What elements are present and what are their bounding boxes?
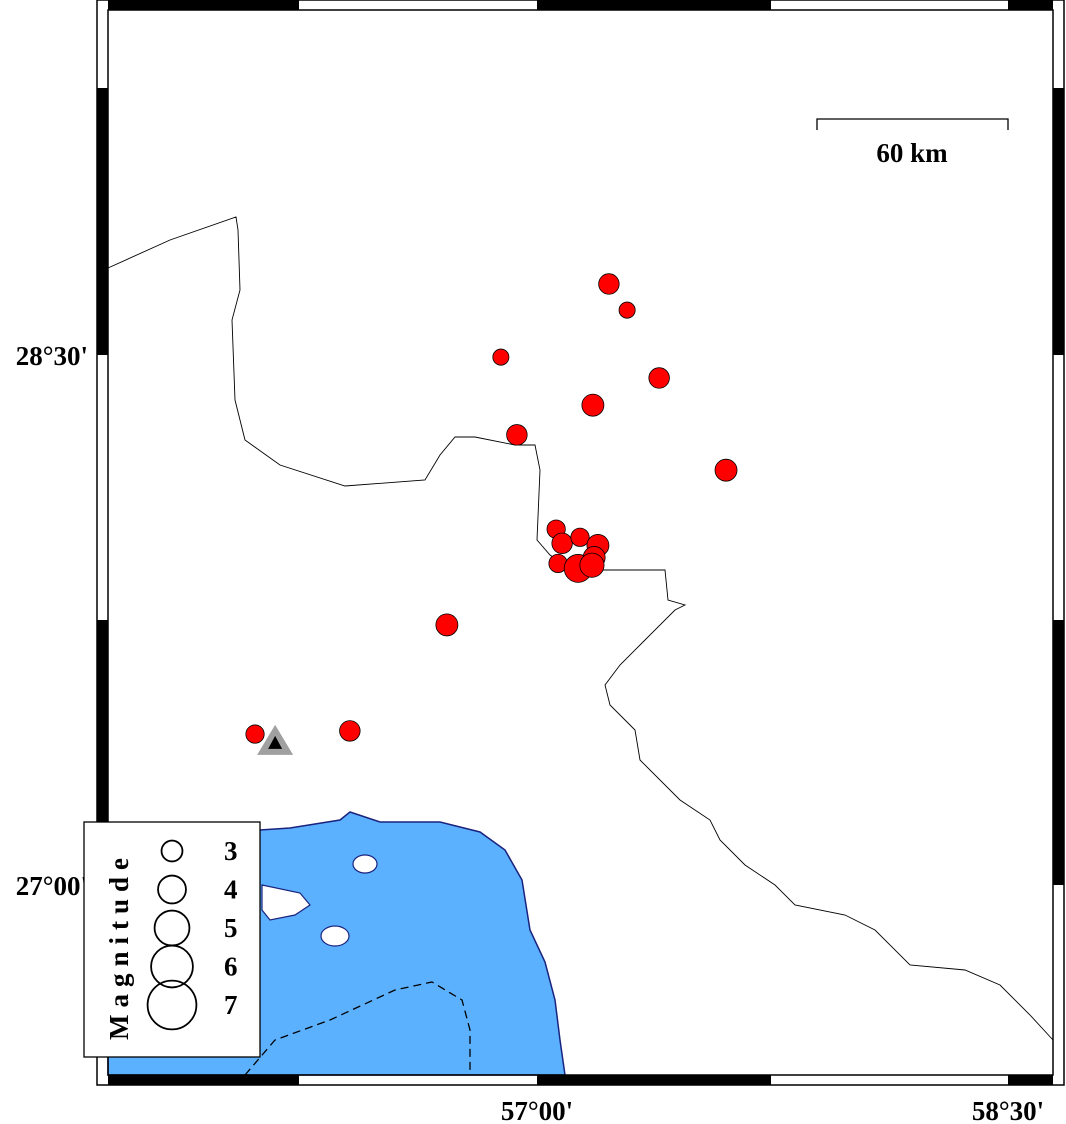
legend-label: 5 (224, 913, 238, 943)
province-border (107, 216, 1054, 1041)
lat-label: 27°00' (16, 871, 88, 901)
earthquake-event (714, 458, 738, 482)
legend-title: Magnitude (104, 851, 134, 1040)
island (352, 854, 378, 874)
lat-label: 28°30' (16, 341, 88, 371)
station-icon (257, 724, 294, 755)
earthquake-event (506, 424, 528, 446)
events-layer (245, 273, 738, 744)
lon-label: 57°00' (501, 1096, 573, 1124)
legend-label: 7 (224, 990, 238, 1020)
earthquake-event (579, 552, 605, 578)
earthquake-event (570, 527, 590, 547)
legend-circle (160, 839, 184, 863)
earthquake-event (435, 613, 459, 637)
legend-label: 6 (224, 952, 238, 982)
map-frame (96, 0, 1065, 1086)
legend-label: 3 (224, 836, 238, 866)
legend-label: 4 (224, 875, 238, 905)
magnitude-legend: Magnitude 3 4 5 6 7 (83, 821, 261, 1058)
island (320, 925, 350, 947)
scale-bar-label: 60 km (876, 138, 948, 168)
legend-circle (146, 979, 198, 1031)
earthquake-event (598, 273, 620, 295)
earthquake-event (618, 301, 636, 319)
peninsula (261, 884, 311, 921)
station-triangle (268, 735, 283, 749)
legend-circle (157, 874, 187, 905)
earthquake-event (551, 532, 573, 554)
lon-label: 58°30' (972, 1096, 1044, 1124)
legend-circle (150, 944, 194, 989)
earthquake-event (245, 724, 265, 744)
earthquake-event (581, 393, 605, 417)
maritime-boundary (244, 981, 471, 1076)
earthquake-event (339, 720, 361, 742)
earthquake-event (492, 348, 510, 366)
scale-bar: 60 km (816, 118, 1009, 168)
earthquake-event (648, 367, 670, 389)
